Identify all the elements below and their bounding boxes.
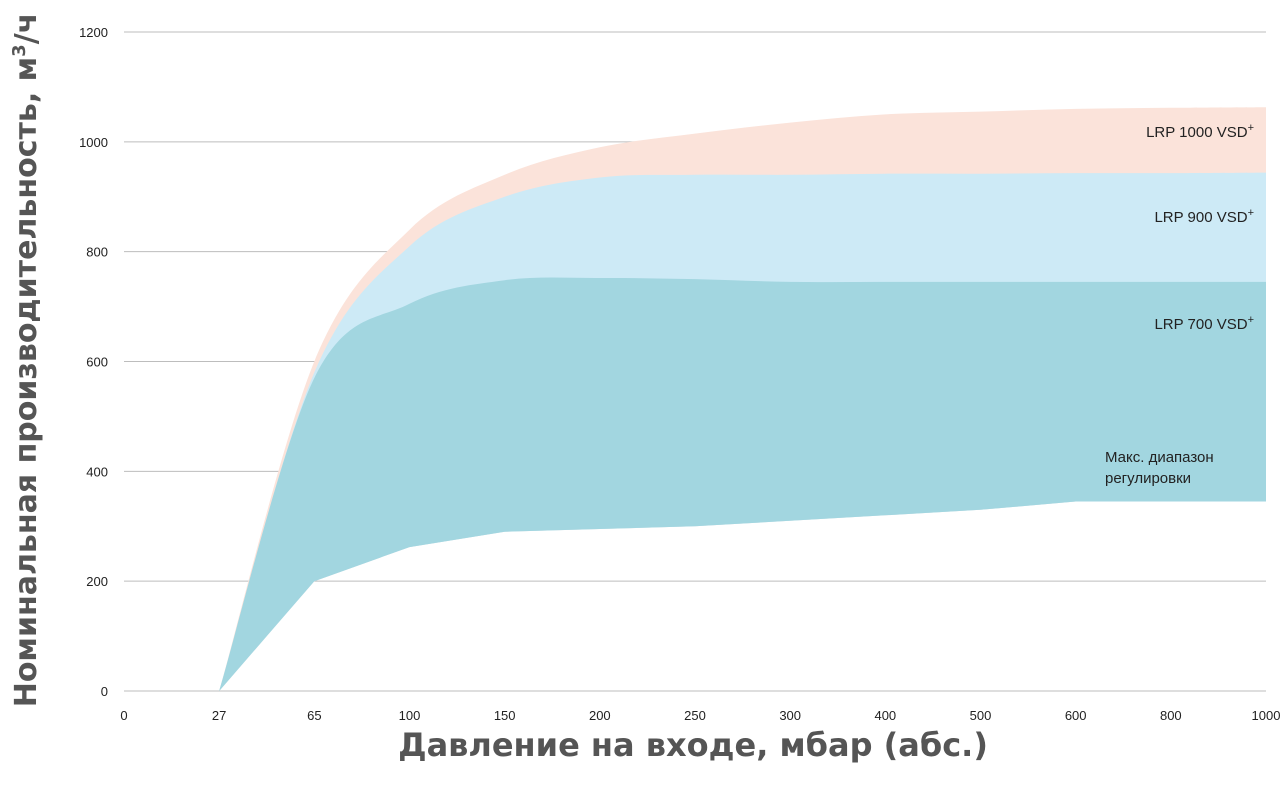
y-tick-label: 0 bbox=[101, 684, 108, 699]
band-label-range: Макс. диапазон bbox=[1105, 449, 1214, 466]
x-tick-label: 250 bbox=[684, 708, 706, 723]
x-tick-label: 150 bbox=[494, 708, 516, 723]
x-tick-label: 1000 bbox=[1252, 708, 1281, 723]
y-axis-title-tail: /ч bbox=[9, 13, 44, 45]
band-label: LRP 1000 VSD+ bbox=[1146, 122, 1254, 141]
y-axis-title-main: Номинальная производительность, м bbox=[9, 57, 44, 707]
band-label: LRP 900 VSD+ bbox=[1154, 207, 1254, 226]
x-tick-label: 200 bbox=[589, 708, 611, 723]
y-axis-title: Номинальная производительность, м3/ч bbox=[9, 13, 44, 708]
x-tick-label: 300 bbox=[779, 708, 801, 723]
y-axis-ticks: 0 200 400 600 800 1000 1200 bbox=[79, 25, 108, 699]
x-axis-title: Давление на входе, мбар (абс.) bbox=[398, 726, 988, 764]
y-axis-title-sup: 3 bbox=[9, 44, 30, 57]
band-labels: LRP 1000 VSD+ LRP 900 VSD+ LRP 700 VSD+ Мак… bbox=[1105, 122, 1254, 487]
x-tick-label: 500 bbox=[970, 708, 992, 723]
x-tick-label: 800 bbox=[1160, 708, 1182, 723]
x-tick-label: 0 bbox=[120, 708, 127, 723]
x-tick-label: 100 bbox=[399, 708, 421, 723]
y-tick-label: 600 bbox=[86, 355, 108, 370]
x-tick-label: 600 bbox=[1065, 708, 1087, 723]
band-label: LRP 700 VSD+ bbox=[1154, 314, 1254, 333]
y-tick-label: 200 bbox=[86, 574, 108, 589]
x-axis-ticks: 0 27 65 100 150 200 250 300 400 500 600 800 1000 bbox=[120, 708, 1280, 723]
y-tick-label: 1200 bbox=[79, 25, 108, 40]
y-tick-label: 400 bbox=[86, 464, 108, 479]
y-tick-label: 800 bbox=[86, 245, 108, 260]
plot-areas bbox=[219, 107, 1267, 692]
x-tick-label: 27 bbox=[212, 708, 226, 723]
area-series-3 bbox=[219, 277, 1267, 691]
band-label-range: регулировки bbox=[1105, 470, 1191, 487]
x-tick-label: 400 bbox=[874, 708, 896, 723]
y-tick-label: 1000 bbox=[79, 135, 108, 150]
x-tick-label: 65 bbox=[307, 708, 321, 723]
